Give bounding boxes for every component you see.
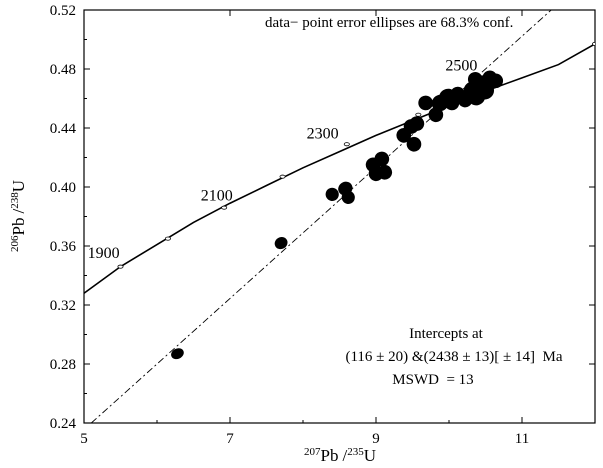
y-tick-label: 0.24 — [50, 416, 77, 432]
x-tick-label: 7 — [226, 431, 234, 447]
concordia-age-marker — [415, 112, 422, 117]
y-tick-label: 0.28 — [50, 357, 76, 373]
x-axis-title-sup1: 207 — [304, 446, 321, 458]
y-tick-label: 0.32 — [50, 298, 76, 314]
error-ellipse — [377, 164, 393, 180]
age-label: 2300 — [307, 125, 339, 142]
error-ellipse — [374, 151, 390, 167]
x-axis-title: 207Pb/235U — [304, 446, 376, 465]
age-label: 2500 — [445, 57, 477, 74]
y-tick-label: 0.36 — [50, 239, 77, 255]
x-axis-title-base1: Pb — [321, 446, 339, 465]
age-label: 1900 — [88, 245, 120, 262]
concordia-age-marker — [343, 142, 350, 147]
x-tick-label: 9 — [372, 431, 380, 447]
error-ellipse — [171, 348, 184, 360]
y-tick-label: 0.40 — [50, 180, 76, 196]
intercepts-values: (116 ± 20) &(2438 ± 13)[ ± 14] Ma — [345, 349, 562, 365]
concordia-age-marker — [279, 174, 286, 179]
y-axis-title-base2: U — [9, 180, 28, 192]
plot-area — [84, 10, 595, 423]
x-tick-label: 5 — [80, 431, 88, 447]
error-ellipse — [341, 190, 355, 204]
y-axis-title: 206Pb /238U — [9, 180, 28, 252]
error-ellipse — [325, 187, 339, 201]
error-ellipse — [488, 73, 504, 89]
y-tick-label: 0.52 — [50, 3, 76, 19]
concordia-age-marker — [164, 236, 171, 241]
intercepts-title: Intercepts at — [409, 326, 484, 342]
error-ellipse — [418, 95, 433, 111]
y-axis-title-sup1: 206 — [9, 235, 21, 252]
y-axis-title-sup2: 238 — [9, 192, 21, 209]
x-axis-title-base2: U — [364, 446, 376, 465]
x-tick-label: 11 — [515, 431, 529, 447]
error-ellipse — [406, 136, 422, 152]
error-ellipse-note: data− point error ellipses are 68.3% con… — [265, 15, 513, 31]
y-axis: 0.24 0.28 0.32 0.36 0.40 0.44 0.48 0.52 — [50, 3, 595, 432]
error-ellipse — [274, 236, 288, 250]
y-tick-label: 0.44 — [50, 121, 77, 137]
concordia-age-marker — [592, 41, 595, 46]
concordia-age-marker — [117, 264, 124, 269]
concordia-age-marker — [221, 205, 228, 210]
y-axis-title-sep: / — [9, 209, 28, 214]
error-ellipse — [409, 116, 425, 131]
age-label: 2100 — [201, 187, 233, 204]
concordia-curve — [84, 43, 595, 294]
x-axis-title-sep: / — [342, 446, 347, 465]
error-ellipses — [171, 70, 504, 360]
concordia-age-labels: 1900 2100 2300 2500 — [88, 57, 478, 261]
mswd-label: MSWD = 13 — [392, 372, 473, 388]
x-axis: 5 7 9 11 — [80, 10, 529, 447]
x-axis-title-sup2: 235 — [347, 446, 364, 458]
error-ellipse — [476, 82, 495, 100]
y-tick-label: 0.48 — [50, 62, 76, 78]
y-axis-title-base1: Pb — [9, 218, 28, 236]
error-ellipse — [467, 71, 483, 87]
